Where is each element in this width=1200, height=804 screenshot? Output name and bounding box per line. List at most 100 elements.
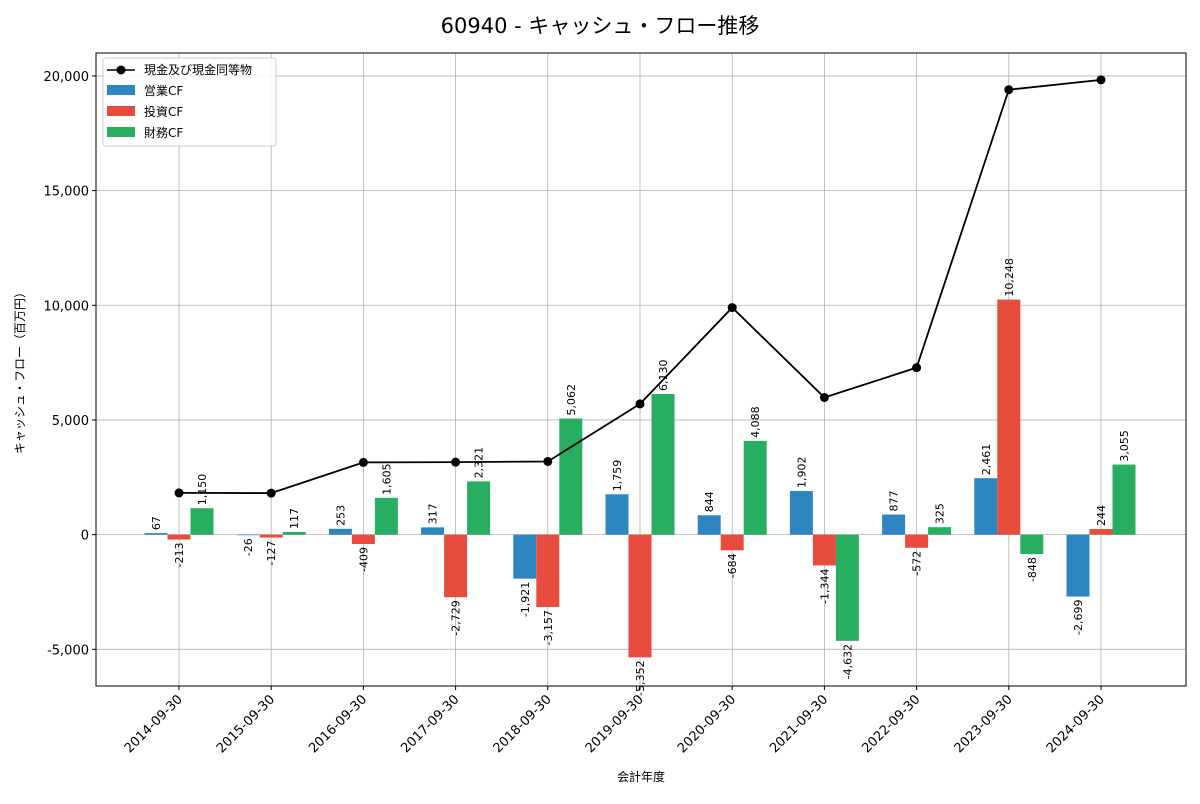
bar-investing [812, 534, 836, 566]
bar-operating [328, 528, 352, 535]
bar-label-financing: -4,632 [841, 644, 854, 679]
bar-label-investing: 244 [1095, 505, 1108, 526]
bar-label-financing: 325 [934, 503, 947, 524]
bar-financing [467, 481, 491, 535]
legend-box [102, 57, 277, 147]
bar-label-operating: 844 [703, 491, 716, 512]
y-tick-label: 15,000 [44, 185, 90, 200]
bar-label-financing: 2,321 [473, 447, 486, 478]
x-tick-label: 2018-09-30 [491, 692, 555, 756]
bar-financing [928, 527, 952, 535]
cash-point [451, 457, 461, 467]
cash-point [1096, 75, 1106, 85]
bar-operating [513, 534, 537, 579]
cash-point [174, 488, 184, 498]
x-axis: 2014-09-30 2015-09-30 2016-09-30 2017-09-30… [122, 686, 1108, 756]
cash-point [358, 457, 368, 467]
bar-label-financing: 4,088 [749, 406, 762, 438]
bar-label-investing: -1,344 [818, 568, 831, 603]
legend-line-marker [116, 65, 126, 75]
bar-operating [974, 478, 998, 535]
x-axis-label: 会計年度 [617, 769, 665, 784]
plot-frame [95, 52, 1187, 687]
bar-investing [997, 299, 1021, 535]
bar-financing [282, 531, 306, 535]
x-tick-label: 2016-09-30 [306, 692, 370, 756]
x-tick-label: 2017-09-30 [398, 692, 462, 756]
bar-investing [444, 534, 468, 598]
bar-operating [421, 527, 445, 535]
bar-investing [628, 534, 652, 658]
cash-point [543, 456, 553, 466]
bar-label-operating: 877 [888, 491, 901, 512]
cash-point [819, 392, 829, 402]
y-tick-label: 20,000 [44, 70, 90, 85]
bar-label-operating: -2,699 [1072, 600, 1085, 635]
bar-investing [536, 534, 560, 608]
bar-label-investing: -684 [726, 553, 739, 578]
bar-label-financing: 3,055 [1118, 430, 1131, 462]
bar-label-financing: 5,062 [565, 384, 578, 416]
x-tick-label: 2015-09-30 [214, 692, 278, 756]
legend-label-investing: 投資CF [144, 104, 183, 119]
bar-investing [167, 534, 191, 540]
bar-investing [259, 534, 283, 538]
bar-label-investing: -3,157 [542, 610, 555, 645]
bar-operating [882, 514, 906, 535]
y-tick-label: 0 [81, 529, 89, 544]
bar-label-operating: 1,759 [611, 460, 624, 492]
bar-label-financing: -848 [1026, 557, 1039, 582]
bar-label-investing: -127 [265, 541, 278, 566]
bar-operating [605, 494, 629, 535]
bar-label-financing: 117 [288, 508, 301, 529]
x-tick-label: 2024-09-30 [1044, 692, 1108, 756]
cash-point [635, 399, 645, 409]
bar-label-investing: -2,729 [450, 600, 463, 635]
legend-swatch-investing [107, 106, 135, 116]
legend: 現金及び現金同等物 営業CF 投資CF 財務CF [102, 57, 277, 147]
x-tick-label: 2023-09-30 [952, 692, 1016, 756]
bar-investing [351, 534, 375, 545]
bar-financing [651, 394, 675, 535]
bar-label-operating: -26 [242, 538, 255, 556]
legend-label-financing: 財務CF [144, 125, 183, 140]
bar-label-operating: 317 [427, 503, 440, 524]
bar-financing [559, 418, 583, 535]
y-axis-label: キャッシュ・フロー（百万円） [13, 286, 27, 454]
x-tick-label: 2019-09-30 [583, 692, 647, 756]
bar-operating [789, 491, 813, 535]
y-tick-label: -5,000 [47, 643, 89, 658]
bar-financing [1020, 534, 1044, 555]
bar-financing [835, 534, 859, 641]
cash-point [1004, 85, 1014, 95]
x-tick-label: 2022-09-30 [859, 692, 923, 756]
bar-operating [236, 534, 260, 536]
bar-operating [144, 533, 168, 535]
bar-label-financing: 1,605 [380, 463, 393, 495]
bar-financing [374, 497, 398, 535]
chart-title: 60940 - キャッシュ・フロー推移 [441, 14, 760, 38]
x-tick-label: 2014-09-30 [122, 692, 186, 756]
bar-label-investing: -409 [357, 547, 370, 572]
y-axis: -5,000 0 5,000 10,000 15,000 20,000 [44, 70, 96, 658]
bar-operating [1066, 534, 1090, 597]
bar-investing [905, 534, 929, 548]
bars-layer [144, 299, 1136, 658]
bar-investing [720, 534, 744, 551]
bar-label-operating: -1,921 [519, 582, 532, 617]
y-tick-label: 5,000 [52, 414, 89, 429]
legend-label-operating: 営業CF [144, 84, 183, 98]
bar-investing [1089, 529, 1113, 535]
y-tick-label: 10,000 [44, 299, 90, 314]
bar-label-investing: 10,248 [1003, 258, 1016, 297]
bar-label-operating: 1,902 [795, 457, 808, 489]
x-tick-label: 2020-09-30 [675, 692, 739, 756]
cash-point [266, 488, 276, 498]
bar-label-investing: -213 [173, 543, 186, 568]
legend-label-cash: 現金及び現金同等物 [144, 62, 252, 77]
bar-label-operating: 253 [334, 505, 347, 526]
legend-swatch-operating [107, 85, 135, 95]
bar-label-investing: -5,352 [634, 660, 647, 695]
cash-point [912, 363, 922, 373]
